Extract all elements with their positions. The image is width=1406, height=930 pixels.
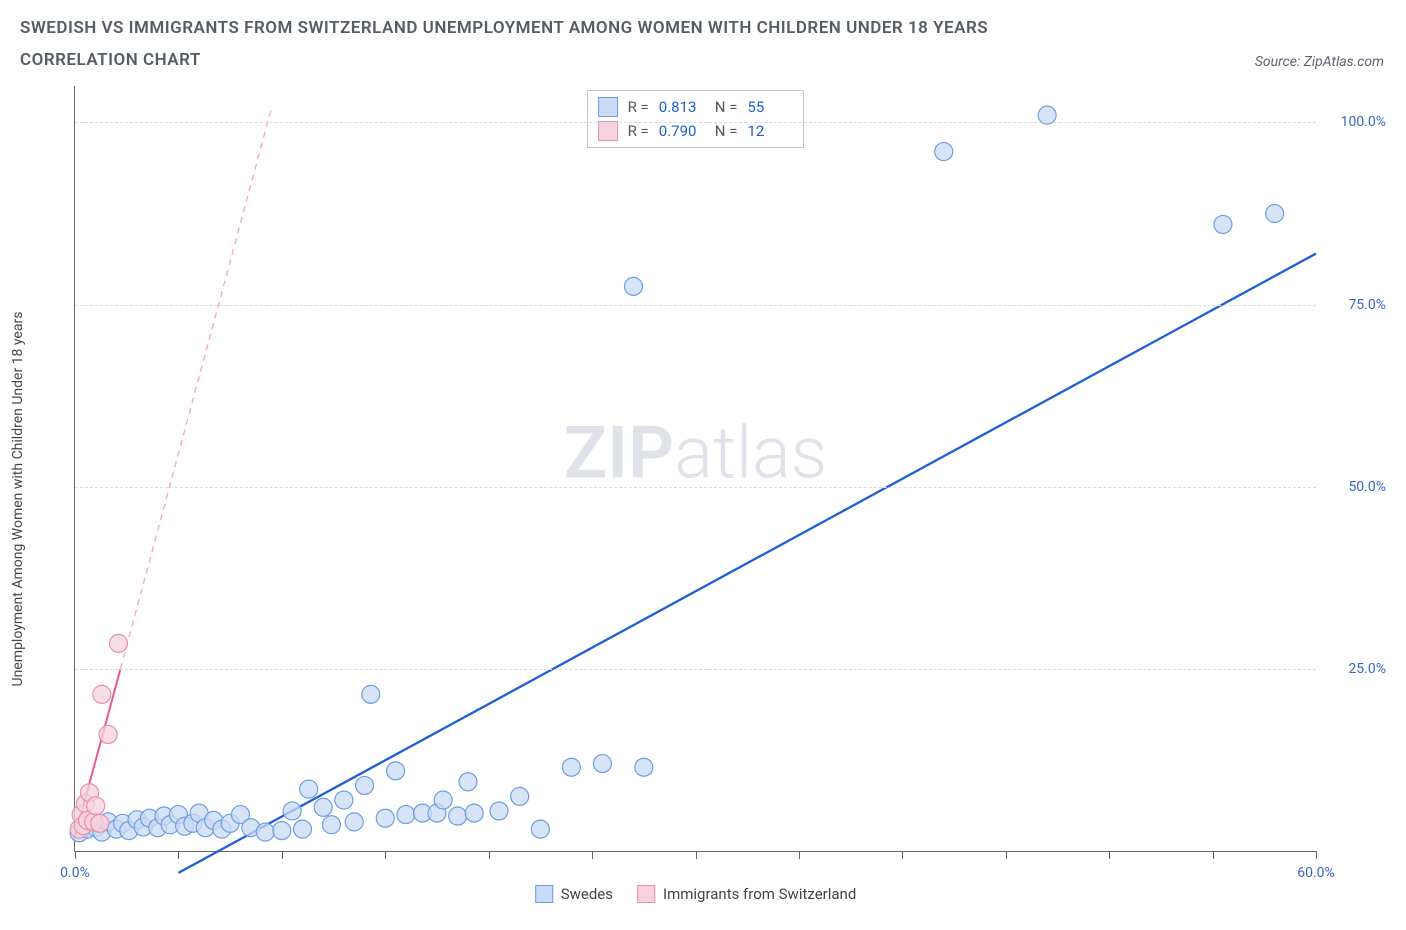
data-point-swedes [356,776,374,794]
legend-item-swedes: Swedes [535,885,613,903]
data-point-swedes [283,802,301,820]
data-point-swedes [397,806,415,824]
page-title-line1: SWEDISH VS IMMIGRANTS FROM SWITZERLAND U… [20,18,1386,38]
legend-stats: R = 0.813 N = 55 R = 0.790 N = 12 [587,90,805,148]
data-point-swedes [593,755,611,773]
data-point-swedes [300,780,318,798]
title-block: SWEDISH VS IMMIGRANTS FROM SWITZERLAND U… [0,0,1406,76]
legend-item-swiss: Immigrants from Switzerland [637,885,856,903]
legend-swatch-swiss [637,885,655,903]
data-point-swiss [87,797,105,815]
data-point-swedes [256,823,274,841]
ytick-label: 75.0% [1326,297,1386,313]
xtick [902,851,903,859]
ytick-label: 50.0% [1326,479,1386,495]
data-point-swedes [449,807,467,825]
plot-svg [75,86,1316,851]
xtick [1316,851,1317,859]
legend-R-value-swedes: 0.813 [659,98,705,116]
data-point-swiss [99,725,117,743]
xtick-label: 0.0% [60,865,90,881]
xtick [1006,851,1007,859]
legend-R-label: R = [628,122,649,140]
data-point-swedes [387,762,405,780]
xtick [696,851,697,859]
data-point-swedes [273,822,291,840]
data-point-swedes [459,773,477,791]
legend-label-swedes: Swedes [561,885,613,903]
legend-stat-row-swiss: R = 0.790 N = 12 [598,121,794,141]
data-point-swedes [376,809,394,827]
xtick-label: 60.0% [1297,865,1335,881]
data-point-swiss [93,685,111,703]
legend-R-label: R = [628,98,649,116]
legend-swatch-swedes [535,885,553,903]
data-point-swedes [935,143,953,161]
data-point-swedes [531,820,549,838]
data-point-swedes [345,813,363,831]
data-point-swedes [335,791,353,809]
data-point-swedes [624,277,642,295]
chart-container: Unemployment Among Women with Children U… [42,86,1394,912]
xtick [489,851,490,859]
legend-N-value-swiss: 12 [747,122,793,140]
data-point-swedes [1214,215,1232,233]
plot-area: ZIPatlas R =0.813N =55R =0.790N =12 Swed… [74,86,1316,852]
xtick [75,851,76,859]
xtick [385,851,386,859]
legend-stat-row-swedes: R = 0.813 N = 55 [598,97,794,117]
legend-label-swiss: Immigrants from Switzerland [663,885,856,903]
ytick-label: 100.0% [1326,114,1386,130]
source-label: Source: ZipAtlas.com [1255,54,1384,70]
data-point-swedes [490,802,508,820]
xtick [799,851,800,859]
xtick [1109,851,1110,859]
data-point-swedes [434,791,452,809]
gridline-h [75,669,1316,670]
y-axis-label: Unemployment Among Women with Children U… [10,312,26,687]
xtick [592,851,593,859]
data-point-swiss [91,814,109,832]
data-point-swedes [465,804,483,822]
gridline-h [75,487,1316,488]
legend-N-label: N = [715,98,738,116]
data-point-swedes [1266,205,1284,223]
legend-swatch-swiss [598,121,618,141]
data-point-swedes [562,758,580,776]
xtick [1213,851,1214,859]
data-point-swiss [109,634,127,652]
gridline-h [75,122,1316,123]
legend-R-value-swiss: 0.790 [659,122,705,140]
legend-N-label: N = [715,122,738,140]
data-point-swedes [362,685,380,703]
data-point-swedes [511,787,529,805]
trend-line-ext-swiss [121,108,272,669]
data-point-swedes [294,820,312,838]
gridline-h [75,305,1316,306]
page-title-line2: CORRELATION CHART [20,50,1386,70]
legend-series: Swedes Immigrants from Switzerland [535,885,857,903]
xtick [282,851,283,859]
xtick [178,851,179,859]
ytick-label: 25.0% [1326,661,1386,677]
legend-N-value-swedes: 55 [747,98,793,116]
data-point-swedes [635,758,653,776]
trend-line-swedes [178,254,1316,873]
legend-swatch-swedes [598,97,618,117]
data-point-swedes [314,798,332,816]
data-point-swedes [322,816,340,834]
